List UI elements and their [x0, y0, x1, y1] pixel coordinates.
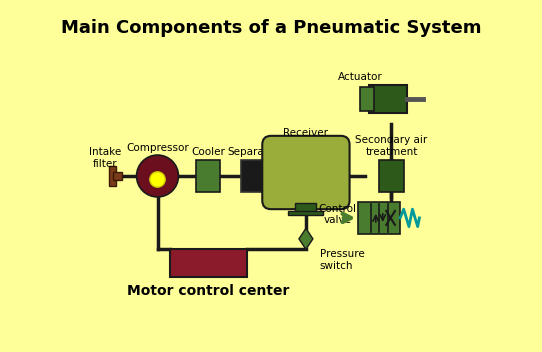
Bar: [369, 85, 407, 113]
FancyBboxPatch shape: [262, 136, 350, 209]
Circle shape: [150, 172, 165, 187]
Bar: [241, 160, 266, 192]
Text: Main Components of a Pneumatic System: Main Components of a Pneumatic System: [61, 19, 481, 37]
Bar: [196, 160, 221, 192]
Bar: [358, 202, 400, 234]
Bar: [288, 210, 324, 215]
Bar: [379, 160, 404, 192]
Bar: [113, 172, 122, 180]
Text: Motor control center: Motor control center: [127, 284, 289, 298]
Bar: [360, 87, 374, 111]
Polygon shape: [299, 228, 313, 249]
Text: Actuator: Actuator: [338, 72, 383, 82]
Text: Separator: Separator: [228, 147, 279, 157]
Bar: [108, 165, 115, 187]
Bar: [295, 203, 317, 212]
Text: Intake
filter: Intake filter: [89, 147, 121, 169]
Text: Receiver: Receiver: [283, 127, 328, 138]
Text: Cooler: Cooler: [191, 147, 225, 157]
Text: Compressor: Compressor: [126, 143, 189, 153]
Text: Control
valve: Control valve: [318, 203, 356, 225]
Text: Pressure
switch: Pressure switch: [320, 249, 365, 271]
Circle shape: [137, 155, 178, 197]
Bar: [170, 249, 247, 277]
Text: Secondary air
treatment: Secondary air treatment: [356, 135, 428, 157]
